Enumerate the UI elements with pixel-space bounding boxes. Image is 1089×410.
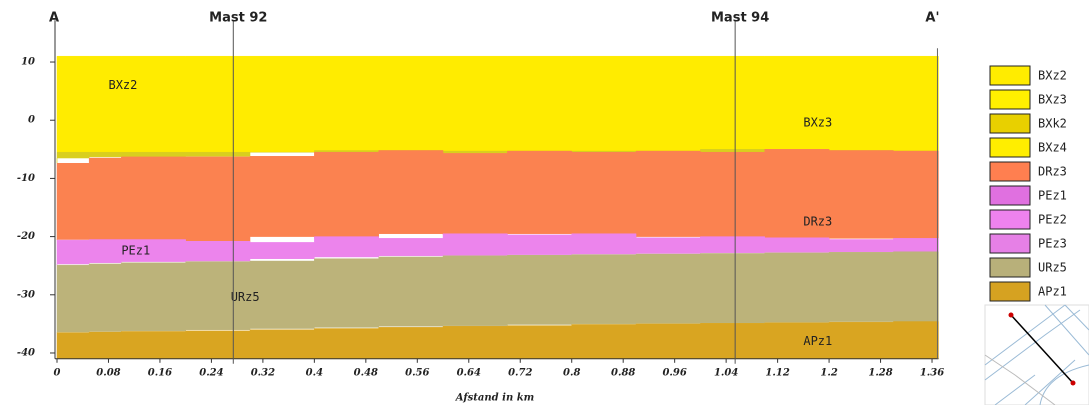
location-map xyxy=(985,305,1089,405)
x-tick-label: 1.36 xyxy=(920,367,944,378)
annotation: BXz3 xyxy=(803,116,832,130)
x-tick-label: 0.16 xyxy=(148,367,172,378)
legend-swatch xyxy=(990,138,1030,157)
x-tick-label: 0.96 xyxy=(662,367,686,378)
x-tick-label: 1.28 xyxy=(868,367,892,378)
mast-label: Mast 94 xyxy=(711,11,769,26)
layer-label: PEz1 xyxy=(121,244,150,258)
chart: BXz2 DRz3 PEz1 URz5 APz1 BXz3 10 0 -10 -20 -30 -40 0… xyxy=(0,0,1089,405)
x-tick-label: 1.2 xyxy=(820,367,837,378)
y-tick-label: -40 xyxy=(17,347,35,358)
mast-label: Mast 92 xyxy=(209,11,267,26)
x-tick-label: 0.88 xyxy=(611,367,635,378)
y-tick-label: -20 xyxy=(17,231,35,242)
map-point xyxy=(1071,381,1076,386)
legend-label: APz1 xyxy=(1038,285,1067,299)
legend-swatch xyxy=(990,114,1030,133)
legend-swatch xyxy=(990,258,1030,277)
x-tick-label: 0.56 xyxy=(405,367,429,378)
layer-label: APz1 xyxy=(803,334,832,348)
legend-swatch xyxy=(990,234,1030,253)
y-tick-label: 10 xyxy=(21,57,35,68)
layer xyxy=(57,56,938,153)
legend-swatch xyxy=(990,210,1030,229)
y-tick-label: 0 xyxy=(28,115,35,126)
layer-label: DRz3 xyxy=(803,215,832,229)
legend-swatch xyxy=(990,162,1030,181)
x-tick-label: 0.64 xyxy=(457,367,481,378)
legend-label: BXz3 xyxy=(1038,93,1067,107)
map-frame xyxy=(985,305,1089,405)
legend-swatch xyxy=(990,282,1030,301)
layer-label: BXz2 xyxy=(108,78,137,92)
x-tick-label: 0.48 xyxy=(354,367,378,378)
y-tick-label: -10 xyxy=(17,173,35,184)
corner-label: A xyxy=(49,11,59,26)
legend-swatch xyxy=(990,186,1030,205)
x-axis-label: Afstand in km xyxy=(455,393,534,404)
map-point xyxy=(1009,313,1014,318)
x-tick-label: 0.72 xyxy=(508,367,532,378)
legend-swatch xyxy=(990,66,1030,85)
legend-label: BXz4 xyxy=(1038,141,1067,155)
x-tick-label: 0.4 xyxy=(306,367,323,378)
corner-label: A' xyxy=(925,11,939,26)
legend-label: PEz1 xyxy=(1038,189,1067,203)
layer xyxy=(57,252,938,333)
legend-label: BXz2 xyxy=(1038,69,1067,83)
x-tick-label: 1.12 xyxy=(765,367,789,378)
layer-label: URz5 xyxy=(231,290,260,304)
legend-swatch xyxy=(990,90,1030,109)
legend-label: DRz3 xyxy=(1038,165,1067,179)
legend-label: BXk2 xyxy=(1038,117,1067,131)
layers xyxy=(57,56,938,359)
legend-label: PEz2 xyxy=(1038,213,1067,227)
y-tick-label: -30 xyxy=(17,289,35,300)
x-tick-label: 1.04 xyxy=(714,367,738,378)
x-tick-label: 0.08 xyxy=(96,367,120,378)
legend-label: PEz3 xyxy=(1038,237,1067,251)
x-tick-label: 0.24 xyxy=(199,367,223,378)
legend-label: URz5 xyxy=(1038,261,1067,275)
x-tick-label: 0.8 xyxy=(563,367,580,378)
x-tick-label: 0.32 xyxy=(251,367,275,378)
x-tick-label: 0 xyxy=(54,367,61,378)
